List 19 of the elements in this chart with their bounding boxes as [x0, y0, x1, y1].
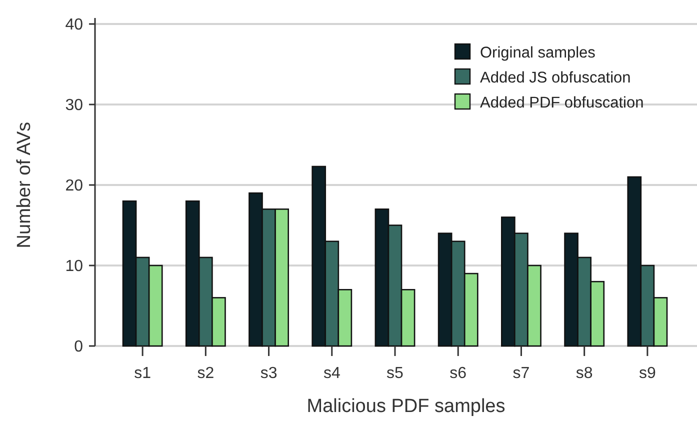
- x-tick-label: s2: [197, 365, 214, 382]
- x-tick-label: s1: [134, 365, 152, 382]
- x-tick-label: s5: [386, 365, 404, 382]
- y-tick-label: 10: [65, 258, 84, 276]
- x-tick-label: s3: [260, 365, 278, 382]
- x-tick-label: s9: [638, 365, 656, 382]
- y-tick-label: 30: [65, 97, 84, 114]
- y-axis-title: Number of AVs: [14, 122, 35, 248]
- x-tick-label: s8: [576, 365, 593, 382]
- x-axis-title: Malicious PDF samples: [306, 396, 506, 417]
- y-tick-label: 0: [74, 338, 84, 356]
- y-tick-label: 40: [65, 16, 84, 34]
- x-tick-label: s6: [450, 365, 467, 382]
- y-tick-label: 20: [65, 178, 84, 195]
- legend-label: Added PDF obfuscation: [480, 94, 644, 112]
- x-tick-label: s4: [323, 365, 340, 382]
- legend-label: Original samples: [480, 44, 596, 62]
- x-tick-label: s7: [512, 365, 530, 382]
- legend-label: Added JS obfuscation: [480, 69, 631, 86]
